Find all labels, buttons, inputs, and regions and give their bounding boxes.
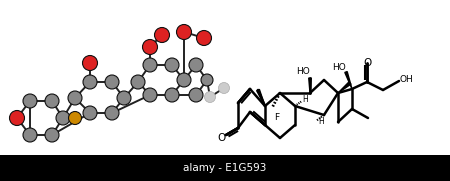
Circle shape (56, 111, 70, 125)
Circle shape (117, 91, 131, 105)
Circle shape (82, 56, 98, 71)
Circle shape (143, 88, 157, 102)
Circle shape (165, 58, 179, 72)
Circle shape (204, 92, 216, 102)
Polygon shape (345, 71, 352, 89)
Circle shape (23, 128, 37, 142)
Circle shape (154, 28, 170, 43)
Circle shape (131, 75, 145, 89)
Circle shape (105, 75, 119, 89)
Text: alamy - E1G593: alamy - E1G593 (183, 163, 267, 173)
Text: HO: HO (296, 68, 310, 77)
Text: F: F (274, 113, 279, 121)
Circle shape (219, 83, 230, 94)
Circle shape (83, 106, 97, 120)
Text: H: H (318, 117, 324, 127)
Text: HO: HO (332, 62, 346, 71)
Circle shape (68, 91, 82, 105)
Circle shape (68, 111, 81, 125)
Polygon shape (338, 82, 351, 93)
Circle shape (83, 75, 97, 89)
Circle shape (23, 94, 37, 108)
Circle shape (176, 24, 192, 39)
Circle shape (201, 74, 213, 86)
Circle shape (9, 110, 24, 125)
Circle shape (143, 39, 158, 54)
Polygon shape (256, 89, 265, 106)
Circle shape (143, 58, 157, 72)
Polygon shape (309, 78, 311, 93)
Circle shape (177, 73, 191, 87)
Text: H: H (302, 96, 308, 104)
Text: OH: OH (399, 75, 413, 83)
Circle shape (197, 31, 212, 45)
Circle shape (189, 58, 203, 72)
Circle shape (45, 128, 59, 142)
Circle shape (105, 106, 119, 120)
Text: O: O (363, 58, 371, 68)
Circle shape (45, 94, 59, 108)
Bar (0, 155, 450, 181)
Text: O: O (218, 133, 226, 143)
Circle shape (165, 88, 179, 102)
Circle shape (189, 88, 203, 102)
